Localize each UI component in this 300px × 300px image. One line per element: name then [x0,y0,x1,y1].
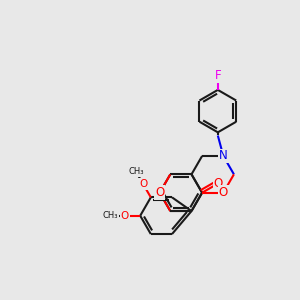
Text: O: O [214,177,223,190]
Text: O: O [155,186,164,199]
Text: O: O [219,186,228,199]
Text: N: N [219,149,228,163]
Text: F: F [214,69,221,82]
Text: CH₃: CH₃ [103,211,118,220]
Text: O: O [121,211,129,221]
Text: O: O [139,179,147,189]
Text: CH₃: CH₃ [128,167,144,176]
